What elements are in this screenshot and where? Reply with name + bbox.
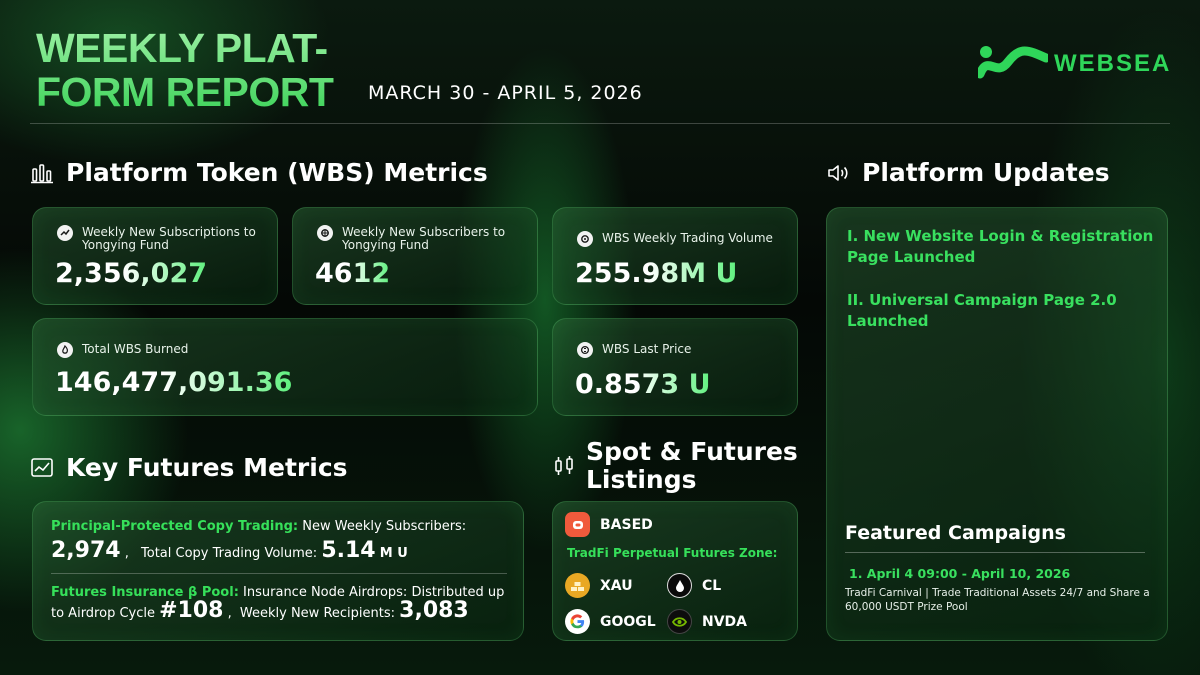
copy-trading-label: Principal-Protected Copy Trading: [51, 519, 299, 534]
metric-label: WBS Last Price [602, 342, 692, 356]
campaign-description: TradFi Carnival | Trade Traditional Asse… [845, 587, 1150, 613]
tradfi-zone-label: TradFi Perpetual Futures Zone: [567, 546, 778, 560]
metric-label-row: Total WBS Burned [57, 342, 189, 358]
featured-divider [845, 552, 1145, 553]
copy-trading-text: New Weekly Subscribers: [302, 519, 467, 534]
separator: , [227, 606, 232, 621]
listing-nvda: NVDA [667, 609, 747, 634]
listing-label: BASED [600, 516, 653, 533]
gold-icon [565, 573, 590, 598]
copy-trading-values: 2,974 , Total Copy Trading Volume: 5.14 … [51, 538, 511, 567]
flame-icon [57, 342, 73, 358]
copy-trading-row: Principal-Protected Copy Trading: New We… [51, 518, 511, 536]
oil-drop-icon [667, 573, 692, 598]
subscribers-value: 2,974 [51, 538, 121, 563]
token-metrics-heading: Platform Token (WBS) Metrics [30, 158, 488, 187]
nvidia-icon [667, 609, 692, 634]
metric-label-row: Weekly New Subscribers to Yongying Fund [317, 225, 522, 252]
metric-label: Weekly New Subscribers to Yongying Fund [342, 225, 506, 252]
metric-label-row: WBS Weekly Trading Volume [577, 231, 773, 247]
volume-value: 5.14 [321, 538, 376, 563]
listing-label: CL [702, 577, 722, 594]
listings-card: BASED TradFi Perpetual Futures Zone: XAU… [552, 501, 798, 641]
futures-metrics-heading: Key Futures Metrics [30, 453, 348, 482]
insurance-row: Futures Insurance β Pool: Insurance Node… [51, 584, 511, 623]
metric-card-trading-volume: WBS Weekly Trading Volume 255.98M U [552, 207, 798, 305]
metric-value: 255.98M U [575, 258, 738, 289]
futures-metrics-card: Principal-Protected Copy Trading: New We… [32, 501, 524, 641]
users-icon [317, 225, 333, 241]
websea-logo: WEBSEA [978, 44, 1172, 80]
volume-unit: M U [379, 546, 408, 561]
update-item: I. New Website Login & Registration Page… [847, 227, 1154, 266]
metric-card-last-price: WBS Last Price 0.8573 U [552, 318, 798, 416]
metric-label-row: WBS Last Price [577, 342, 692, 358]
volume-label: Total Copy Trading Volume: [141, 546, 318, 561]
campaign-date: 1. April 4 09:00 - April 10, 2026 [849, 566, 1071, 581]
platform-updates-card: I. New Website Login & Registration Page… [826, 207, 1168, 641]
price-icon [577, 342, 593, 358]
google-icon [565, 609, 590, 634]
listing-label: GOOGL [600, 613, 656, 630]
line-chart-icon [31, 457, 53, 477]
websea-logo-icon [978, 46, 1048, 79]
futures-metrics-title: Key Futures Metrics [66, 453, 348, 482]
metric-card-new-subscribers: Weekly New Subscribers to Yongying Fund … [292, 207, 538, 305]
metric-label-row: Weekly New Subscriptions to Yongying Fun… [57, 225, 262, 252]
metric-label: Total WBS Burned [82, 342, 189, 356]
listings-title-line1: Spot & Futures [586, 437, 798, 466]
recipients-label: Weekly New Recipients: [239, 606, 396, 621]
metric-card-new-subscriptions: Weekly New Subscriptions to Yongying Fun… [32, 207, 278, 305]
listing-xau: XAU [565, 573, 633, 598]
platform-updates-heading: Platform Updates [826, 158, 1110, 187]
listings-heading: Spot & Futures Listings [552, 438, 798, 494]
bar-chart-icon [31, 163, 53, 183]
insurance-label: Futures Insurance β Pool: [51, 585, 239, 600]
report-title-line2: FORM REPORT [36, 69, 334, 115]
speaker-icon [828, 164, 848, 181]
date-range: MARCH 30 - APRIL 5, 2026 [368, 82, 643, 104]
featured-campaigns-title: Featured Campaigns [845, 522, 1066, 544]
token-metrics-title: Platform Token (WBS) Metrics [66, 158, 488, 187]
report-title-line1: WEEKLY PLAT- [36, 25, 328, 71]
separator: , [124, 546, 129, 561]
candlestick-icon [555, 456, 573, 475]
metric-label: Weekly New Subscriptions to Yongying Fun… [82, 225, 256, 252]
based-token-icon [565, 512, 590, 537]
insurance-text: Insurance Node Airdrops: Distributed up … [51, 585, 505, 621]
report-title: WEEKLY PLAT- FORM REPORT [36, 26, 366, 114]
metric-value: 0.8573 U [575, 369, 711, 400]
logo-text: WEBSEA [1054, 50, 1172, 77]
header-divider [30, 123, 1170, 124]
metric-value: 2,356,027 [55, 258, 208, 289]
cycle-value: #108 [159, 598, 224, 623]
metric-label: WBS Weekly Trading Volume [602, 231, 773, 245]
listings-title-line2: Listings [586, 465, 697, 494]
update-item: II. Universal Campaign Page 2.0 Launched [847, 291, 1117, 330]
listing-label: NVDA [702, 613, 748, 630]
volume-icon [577, 231, 593, 247]
platform-updates-title: Platform Updates [862, 158, 1110, 187]
listing-googl: GOOGL [565, 609, 656, 634]
metric-value: 4612 [315, 258, 391, 289]
trend-icon [57, 225, 73, 241]
listing-cl: CL [667, 573, 721, 598]
listing-based: BASED [565, 512, 653, 537]
futures-divider [51, 573, 507, 574]
metric-card-total-burned: Total WBS Burned 146,477,091.36 [32, 318, 538, 416]
recipients-value: 3,083 [399, 598, 469, 623]
listings-title: Spot & Futures Listings [586, 438, 798, 494]
metric-value: 146,477,091.36 [55, 367, 293, 398]
listing-label: XAU [600, 577, 633, 594]
